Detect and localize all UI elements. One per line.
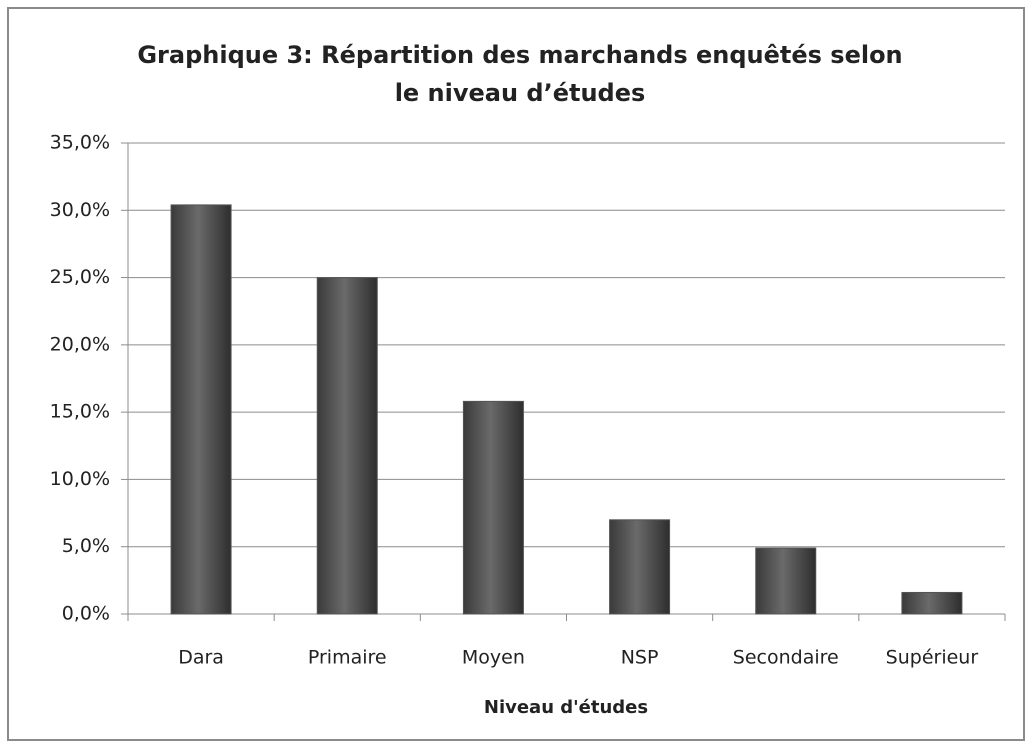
y-tick-label: 15,0% xyxy=(50,401,110,423)
x-tick-label: Supérieur xyxy=(886,647,979,669)
chart-title: Graphique 3: Répartition des marchands e… xyxy=(137,41,903,107)
bar xyxy=(170,204,232,615)
y-tick-label: 10,0% xyxy=(50,468,110,490)
chart-frame xyxy=(7,7,1025,741)
x-tick-label: Secondaire xyxy=(733,647,839,669)
y-tick-label: 5,0% xyxy=(62,535,110,557)
x-tick-label: Dara xyxy=(178,647,224,669)
y-tick-label: 30,0% xyxy=(50,199,110,221)
y-tick-label: 35,0% xyxy=(50,132,110,154)
y-tick-label: 20,0% xyxy=(50,333,110,355)
x-tick-label: Moyen xyxy=(462,647,525,669)
y-tick-label: 25,0% xyxy=(50,266,110,288)
bar xyxy=(609,519,671,615)
bar xyxy=(316,277,378,615)
y-tick-label: 0,0% xyxy=(62,603,110,625)
bar xyxy=(901,591,963,615)
bar xyxy=(755,547,817,615)
x-tick-label: NSP xyxy=(621,647,659,669)
x-axis-label: Niveau d'études xyxy=(484,697,648,718)
x-tick-label: Primaire xyxy=(308,647,387,669)
bar xyxy=(462,400,524,615)
